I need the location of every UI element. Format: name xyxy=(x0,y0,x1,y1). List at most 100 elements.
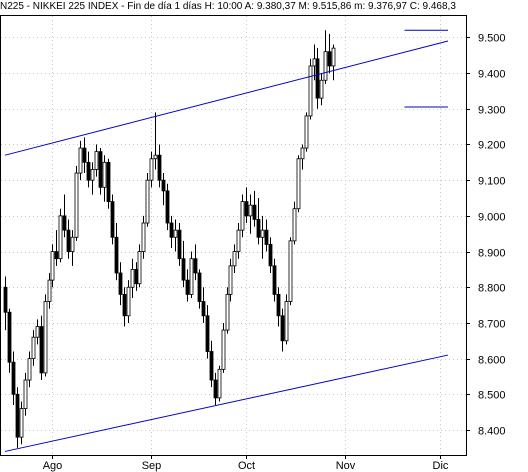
candle xyxy=(284,294,289,345)
trend-lines xyxy=(4,29,449,452)
x-tick-label: Nov xyxy=(336,460,356,472)
candle xyxy=(145,173,150,227)
candle-body xyxy=(308,65,313,117)
candle xyxy=(300,144,305,170)
candle-body xyxy=(110,201,115,238)
candle-body xyxy=(260,229,265,238)
y-axis: 8.400 8.500 8.600 8.700 8.800 8.900 9.000 9.100… xyxy=(466,33,506,438)
candle-body xyxy=(90,169,95,181)
candle xyxy=(58,208,63,263)
candle xyxy=(3,276,8,331)
trend-line xyxy=(4,40,449,156)
candle xyxy=(225,287,230,334)
candle-body xyxy=(193,258,198,274)
candle-body xyxy=(50,251,55,281)
candle xyxy=(268,237,273,273)
candle xyxy=(173,219,178,252)
candle xyxy=(137,244,142,288)
candle xyxy=(106,158,111,209)
candle xyxy=(240,194,245,238)
candle xyxy=(189,251,194,298)
candle-body xyxy=(315,58,320,99)
candle xyxy=(15,387,20,448)
candle xyxy=(35,319,40,345)
candle-body xyxy=(78,147,83,174)
candle xyxy=(217,365,222,402)
candle-body xyxy=(145,179,150,224)
candle xyxy=(256,198,261,245)
candle-body xyxy=(292,208,297,242)
candle xyxy=(272,258,277,302)
candle-body xyxy=(31,336,36,360)
candle xyxy=(157,144,162,188)
candles xyxy=(3,30,336,448)
candle-body xyxy=(319,79,324,99)
candle-body xyxy=(312,58,317,67)
plot-frame xyxy=(0,15,467,456)
candle xyxy=(165,183,170,231)
candle xyxy=(221,322,226,373)
y-tick-label: 8.700 xyxy=(478,319,506,331)
candle xyxy=(248,194,253,234)
y-tick-label: 9.300 xyxy=(478,105,506,117)
candle xyxy=(54,230,59,266)
candle xyxy=(181,240,186,288)
y-tick-label: 8.600 xyxy=(478,355,506,367)
candle xyxy=(304,112,309,152)
candle-body xyxy=(74,172,79,238)
candle-body xyxy=(300,147,305,160)
candle-body xyxy=(54,251,59,260)
header-period: Fin de día 1 días xyxy=(127,1,202,12)
candle-body xyxy=(296,158,301,210)
candle xyxy=(98,148,103,195)
candle xyxy=(94,144,99,177)
candle xyxy=(276,287,281,327)
candle-body xyxy=(134,269,139,285)
y-tick-label: 8.900 xyxy=(478,248,506,260)
candle-body xyxy=(157,154,162,181)
candle-body xyxy=(39,326,44,374)
candle xyxy=(205,305,210,359)
candle-body xyxy=(189,258,194,295)
candle-body xyxy=(86,161,91,181)
candle-body xyxy=(70,236,75,252)
candle-body xyxy=(272,265,277,295)
y-tick-label: 9.100 xyxy=(478,176,506,188)
candle-body xyxy=(82,147,87,163)
candle xyxy=(201,287,206,323)
candle xyxy=(66,219,71,259)
candle xyxy=(78,140,83,181)
candle xyxy=(62,194,67,238)
chart-header: N225 - NIKKEI 225 INDEX - Fin de día 1 d… xyxy=(0,1,456,12)
candle-body xyxy=(15,393,20,438)
header-min: m: 9.376,97 xyxy=(354,1,407,12)
candle-body xyxy=(288,240,293,302)
candle xyxy=(177,223,182,266)
trend-line xyxy=(4,354,449,452)
candle-body xyxy=(248,204,253,217)
candle-body xyxy=(19,408,24,438)
candle-body xyxy=(221,329,226,370)
candle-body xyxy=(102,161,107,188)
candle xyxy=(331,44,336,81)
candle xyxy=(327,33,332,74)
candle xyxy=(213,372,218,406)
candle-body xyxy=(153,154,158,160)
candle-body xyxy=(141,222,146,252)
candle xyxy=(315,48,320,109)
candle-body xyxy=(236,229,241,252)
candle-body xyxy=(232,251,237,267)
candle xyxy=(122,287,127,327)
x-axis: Ago Sep Oct Nov Dic xyxy=(43,455,449,472)
header-symbol: N225 - NIKKEI 225 INDEX xyxy=(0,1,119,12)
candle xyxy=(292,201,297,245)
candle xyxy=(236,223,241,259)
candle-body xyxy=(62,215,67,231)
candle xyxy=(110,194,115,245)
candle-body xyxy=(177,229,182,260)
candle-body xyxy=(252,204,257,220)
candle-body xyxy=(43,301,48,374)
candle xyxy=(296,155,301,213)
candle-body xyxy=(181,258,186,281)
